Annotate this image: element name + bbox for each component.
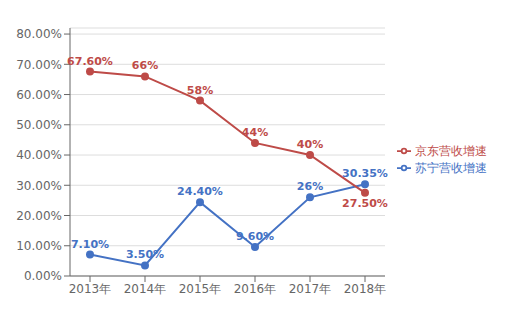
svg-text:80.00%: 80.00% <box>16 27 62 41</box>
svg-text:20.00%: 20.00% <box>16 209 62 223</box>
svg-text:67.60%: 67.60% <box>67 55 113 68</box>
svg-text:40%: 40% <box>297 138 323 151</box>
svg-text:40.00%: 40.00% <box>16 148 62 162</box>
svg-text:24.40%: 24.40% <box>177 185 223 198</box>
svg-text:26%: 26% <box>297 180 323 193</box>
svg-text:9.60%: 9.60% <box>236 230 274 243</box>
html-text:苏宁营收增速: 苏宁营收增速 <box>415 160 487 175</box>
svg-text:50.00%: 50.00% <box>16 118 62 132</box>
svg-text:44%: 44% <box>242 126 268 139</box>
svg-text:2013年: 2013年 <box>69 282 112 296</box>
svg-text:2015年: 2015年 <box>179 282 222 296</box>
svg-text:27.50%: 27.50% <box>342 197 388 210</box>
svg-text:30.35%: 30.35% <box>342 167 388 180</box>
svg-text:70.00%: 70.00% <box>16 58 62 72</box>
svg-text:30.00%: 30.00% <box>16 179 62 193</box>
svg-text:2016年: 2016年 <box>234 282 277 296</box>
svg-text:7.10%: 7.10% <box>71 238 109 251</box>
svg-text:2017年: 2017年 <box>289 282 332 296</box>
svg-text:2018年: 2018年 <box>344 282 387 296</box>
svg-text:10.00%: 10.00% <box>16 239 62 253</box>
svg-text:58%: 58% <box>187 84 213 97</box>
svg-text:0.00%: 0.00% <box>24 269 62 283</box>
svg-text:66%: 66% <box>132 59 158 72</box>
svg-text:3.50%: 3.50% <box>126 248 164 261</box>
svg-text:2014年: 2014年 <box>124 282 167 296</box>
svg-text:60.00%: 60.00% <box>16 88 62 102</box>
html-text:京东营收增速: 京东营收增速 <box>415 143 487 158</box>
